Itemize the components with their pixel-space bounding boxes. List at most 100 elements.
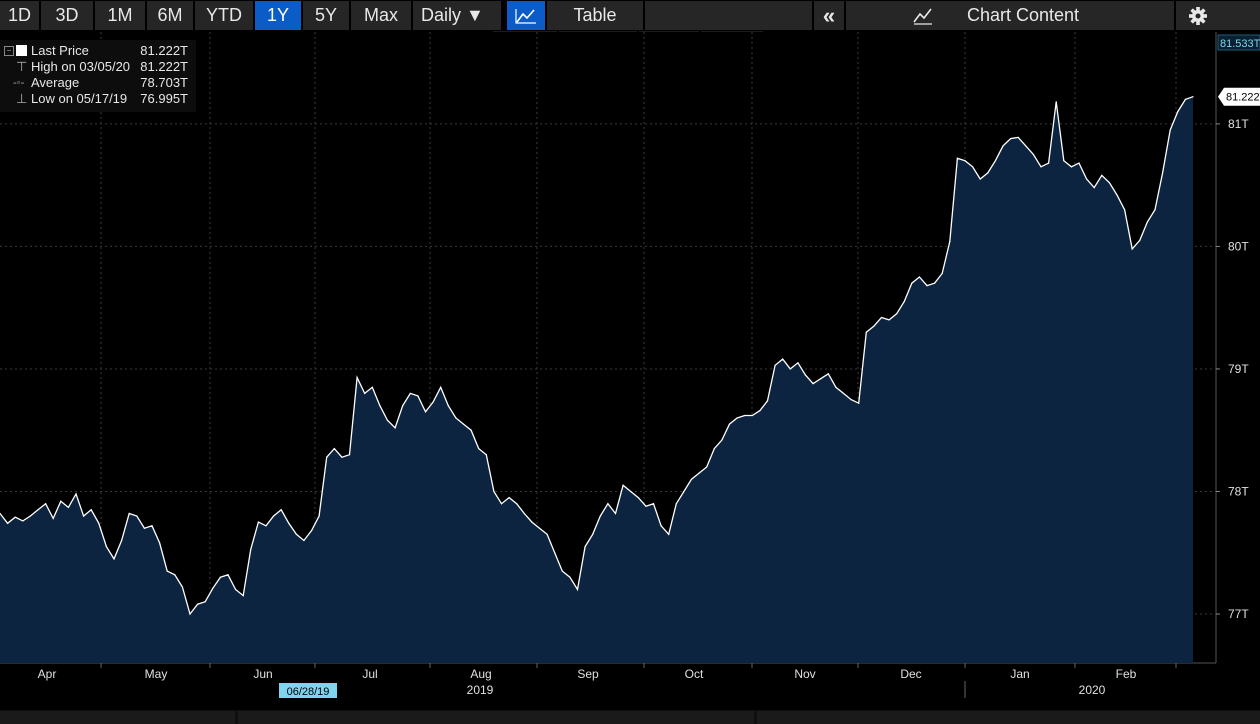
data-point	[1032, 153, 1035, 156]
data-point	[447, 405, 449, 407]
line-chart-icon	[515, 9, 536, 24]
bottom-tab-2[interactable]	[238, 711, 754, 724]
range-5y-button[interactable]: 5Y	[303, 1, 349, 30]
series-line	[0, 96, 1194, 616]
chart-content-button[interactable]: Chart Content	[846, 1, 1174, 30]
data-point	[6, 522, 9, 524]
data-point	[394, 427, 396, 429]
data-point	[288, 522, 290, 524]
data-point	[470, 429, 472, 431]
news-button[interactable]: ≡ News	[639, 31, 699, 51]
y-axis-max-box	[1217, 34, 1260, 51]
data-point	[903, 300, 905, 303]
data-point	[455, 417, 457, 419]
data-point	[22, 520, 24, 522]
data-point	[1177, 111, 1179, 113]
line-chart-button[interactable]	[507, 1, 545, 30]
data-point	[1070, 166, 1073, 168]
data-point	[994, 160, 997, 162]
bottom-tab-3[interactable]	[757, 711, 1260, 724]
data-point	[189, 613, 191, 615]
data-point	[1162, 172, 1164, 174]
x-tick-label: Nov	[794, 667, 815, 681]
bottom-tab-1[interactable]	[0, 711, 235, 724]
year-2019-label: 2019	[467, 683, 494, 697]
last-price-value: 81.222T	[140, 43, 188, 58]
data-point	[880, 316, 883, 319]
date-highlight-label: 06/28/19	[287, 686, 330, 698]
zoom-button[interactable]: Zoom	[701, 31, 763, 51]
data-point	[250, 548, 252, 550]
collapse-button[interactable]: «	[814, 1, 844, 30]
data-point	[379, 405, 381, 407]
series-area	[0, 96, 1193, 663]
legend-last-price[interactable]: − Last Price 81.222T	[0, 43, 196, 59]
data-point	[318, 515, 320, 517]
data-point	[987, 172, 989, 174]
data-point	[29, 515, 31, 517]
range-1m-button[interactable]: 1M	[95, 1, 145, 30]
x-tick-label: Feb	[1116, 667, 1137, 681]
data-point	[493, 490, 495, 493]
data-point	[181, 586, 183, 588]
plot-background	[0, 32, 1216, 663]
collapse-toggle-icon[interactable]: −	[4, 46, 14, 56]
track-button[interactable]: ✛ Track	[493, 31, 557, 51]
range-max-button[interactable]: Max	[351, 1, 411, 30]
table-button[interactable]: Table	[547, 1, 643, 30]
data-point	[295, 533, 297, 535]
data-point	[52, 517, 54, 520]
x-tick-label: Oct	[685, 667, 704, 681]
data-point	[660, 525, 662, 527]
settings-button[interactable]	[1176, 1, 1260, 30]
data-point	[759, 410, 761, 412]
data-point	[37, 509, 39, 511]
zoom-label: Zoom	[727, 33, 761, 48]
data-point	[265, 525, 267, 527]
range-1d-button[interactable]: 1D	[0, 1, 39, 30]
data-point	[949, 240, 951, 243]
data-point	[683, 490, 685, 493]
data-point	[242, 595, 244, 597]
data-point	[1002, 145, 1004, 147]
y-tick-label: 81T	[1228, 117, 1249, 131]
data-point	[652, 503, 655, 505]
frequency-dropdown[interactable]: Daily ▼	[413, 1, 501, 30]
range-3d-button[interactable]: 3D	[41, 1, 93, 30]
range-1y-button[interactable]: 1Y	[255, 1, 301, 30]
data-point	[1025, 145, 1027, 147]
data-point	[546, 533, 548, 535]
data-point	[979, 178, 981, 180]
annotate-button[interactable]: ∠ Annotate	[559, 31, 637, 51]
crosshair-icon: ✛	[499, 33, 510, 48]
data-point	[1154, 209, 1156, 211]
data-point	[1101, 174, 1103, 176]
data-point	[1055, 101, 1057, 103]
data-point	[964, 160, 966, 162]
data-point	[804, 374, 807, 376]
chart-toolbar: 1D 3D 1M 6M YTD 1Y 5Y Max Daily ▼ Table …	[0, 0, 1260, 31]
data-point	[812, 383, 814, 385]
data-point	[934, 282, 936, 284]
data-point	[1040, 166, 1042, 168]
data-point	[508, 496, 510, 499]
last-price-marker	[1218, 87, 1260, 106]
data-point	[1086, 178, 1088, 180]
data-point	[98, 522, 100, 524]
data-point	[690, 478, 693, 480]
data-point	[234, 588, 237, 591]
data-point	[1063, 160, 1065, 162]
data-point	[766, 400, 769, 402]
data-point	[941, 272, 943, 274]
data-point	[668, 533, 670, 535]
chart-content-label: Chart Content	[966, 5, 1080, 25]
legend-low: ⊥ Low on 05/17/19 76.995T	[0, 91, 196, 107]
range-6m-button[interactable]: 6M	[147, 1, 193, 30]
average-value: 78.703T	[140, 75, 188, 90]
data-point	[402, 405, 404, 407]
range-ytd-button[interactable]: YTD	[195, 1, 253, 30]
data-point	[721, 439, 723, 441]
data-point	[569, 576, 571, 578]
data-point	[599, 515, 601, 517]
data-point	[972, 166, 974, 168]
